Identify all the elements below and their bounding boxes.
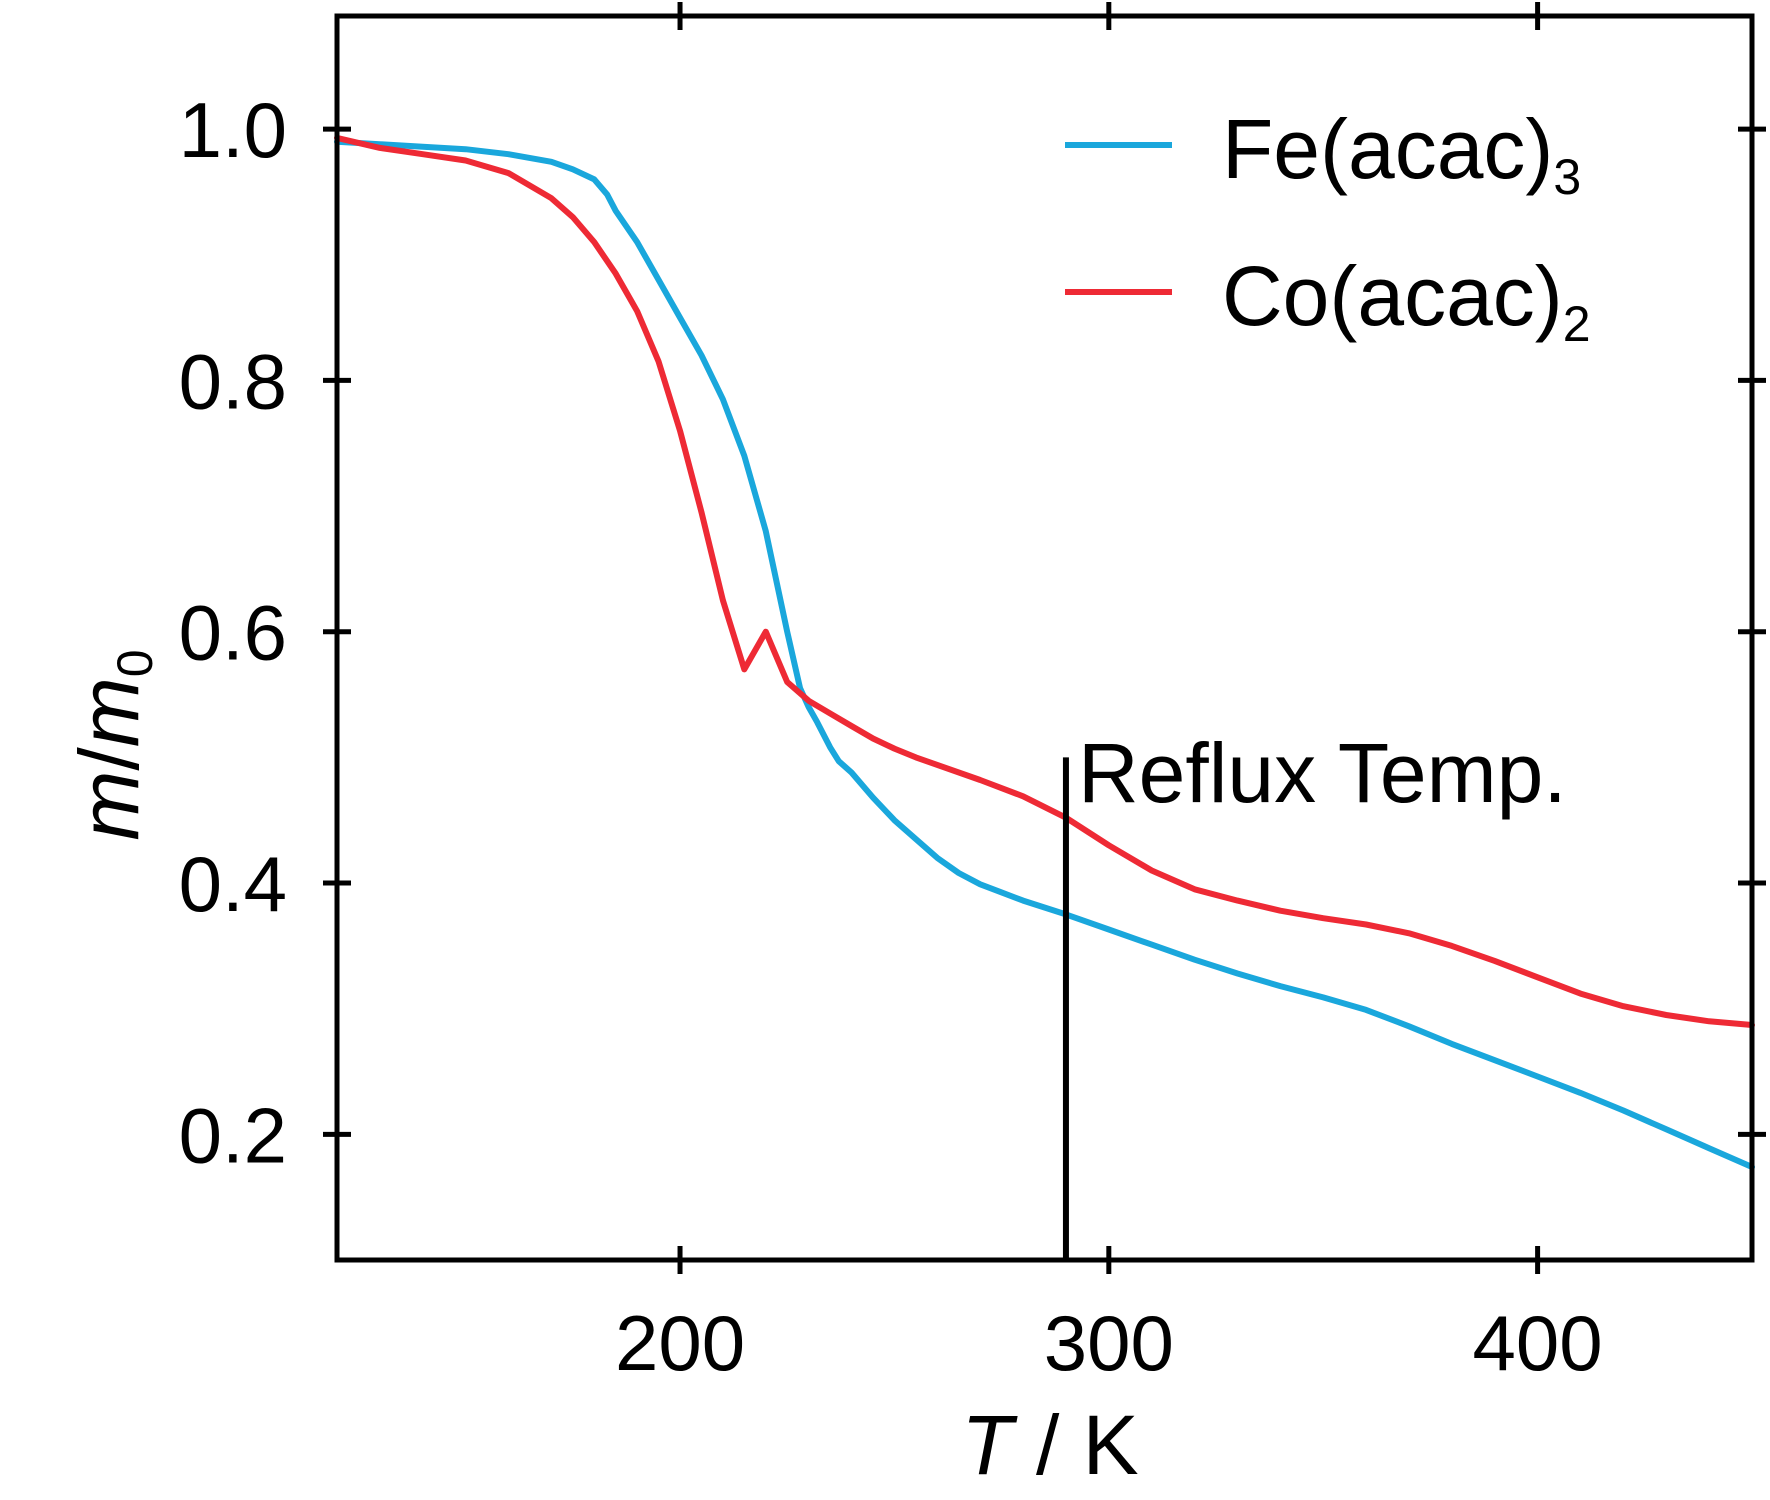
reflux-temp-label: Reflux Temp. [1078, 726, 1567, 820]
y-axis-label: m/m0 [62, 649, 163, 840]
y-tick-label: 0.8 [179, 337, 287, 425]
x-tick-label: 400 [1473, 1299, 1603, 1387]
legend-label-co-acac2: Co(acac)2 [1222, 249, 1591, 352]
x-axis: 200 300 400 [615, 2, 1603, 1387]
y-tick-label: 0.6 [179, 589, 287, 677]
series-line-fe-acac-3 [334, 138, 1755, 1170]
plot-frame [334, 13, 1755, 1263]
plot-area [334, 134, 1755, 1170]
legend-label-fe-acac3: Fe(acac)3 [1222, 102, 1581, 205]
legend: Fe(acac)3 Co(acac)2 [1065, 102, 1591, 352]
y-tick-label: 1.0 [179, 86, 287, 174]
y-tick-label: 0.2 [179, 1091, 287, 1179]
x-axis-label: T / K [961, 1398, 1138, 1492]
series-line-co-acac-2 [334, 134, 1755, 1028]
x-tick-label: 300 [1044, 1299, 1174, 1387]
y-tick-label: 0.4 [179, 840, 287, 928]
x-tick-label: 200 [615, 1299, 745, 1387]
